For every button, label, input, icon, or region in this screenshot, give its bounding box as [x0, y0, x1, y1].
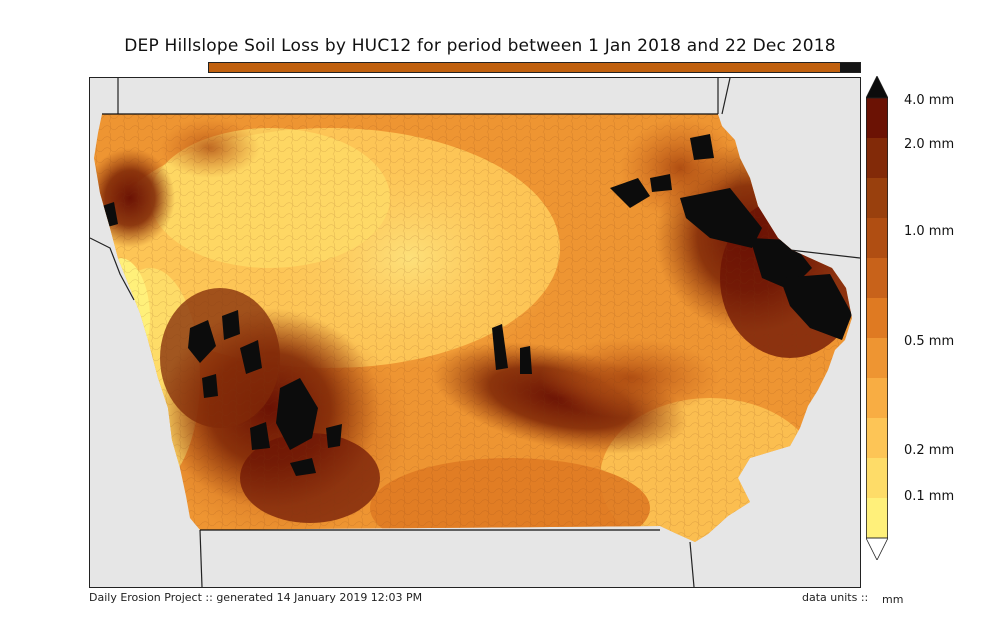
colorbar-swatch — [866, 178, 888, 219]
colorbar-frame — [866, 97, 888, 539]
state-borders — [90, 78, 860, 587]
colorbar-swatch — [866, 258, 888, 299]
colorbar-swatch — [866, 338, 888, 379]
colorbar-over-arrow — [866, 76, 888, 99]
colorbar-label-05mm: 0.5 mm — [904, 334, 955, 349]
over-range-patches — [102, 134, 852, 476]
colorbar-under-arrow — [866, 537, 888, 560]
colorbar-label-2mm: 2.0 mm — [904, 137, 955, 152]
colorbar-label-4mm: 4.0 mm — [904, 93, 955, 108]
colorbar-swatch — [866, 298, 888, 339]
units-label: data units :: — [802, 591, 869, 604]
colorbar-swatch — [866, 498, 888, 539]
units-value: mm — [882, 593, 904, 606]
colorbar-label-1mm: 1.0 mm — [904, 224, 955, 239]
colorbar-swatch — [866, 458, 888, 499]
colorbar-swatch — [866, 138, 888, 179]
colorbar — [866, 76, 888, 560]
period-progress-fill — [209, 63, 841, 72]
iowa-outline — [102, 113, 718, 531]
map-panel — [89, 77, 861, 588]
map-title: DEP Hillslope Soil Loss by HUC12 for per… — [124, 36, 836, 56]
period-progress-bar — [208, 62, 861, 73]
credit-text: Daily Erosion Project :: generated 14 Ja… — [89, 591, 423, 604]
colorbar-label-02mm: 0.2 mm — [904, 443, 955, 458]
colorbar-swatch — [866, 418, 888, 459]
colorbar-swatch — [866, 378, 888, 419]
colorbar-swatch — [866, 218, 888, 259]
iowa-soil-loss-map — [90, 78, 860, 587]
colorbar-label-01mm: 0.1 mm — [904, 489, 955, 504]
colorbar-swatch — [866, 98, 888, 139]
iowa-huc12-fill — [94, 114, 852, 542]
